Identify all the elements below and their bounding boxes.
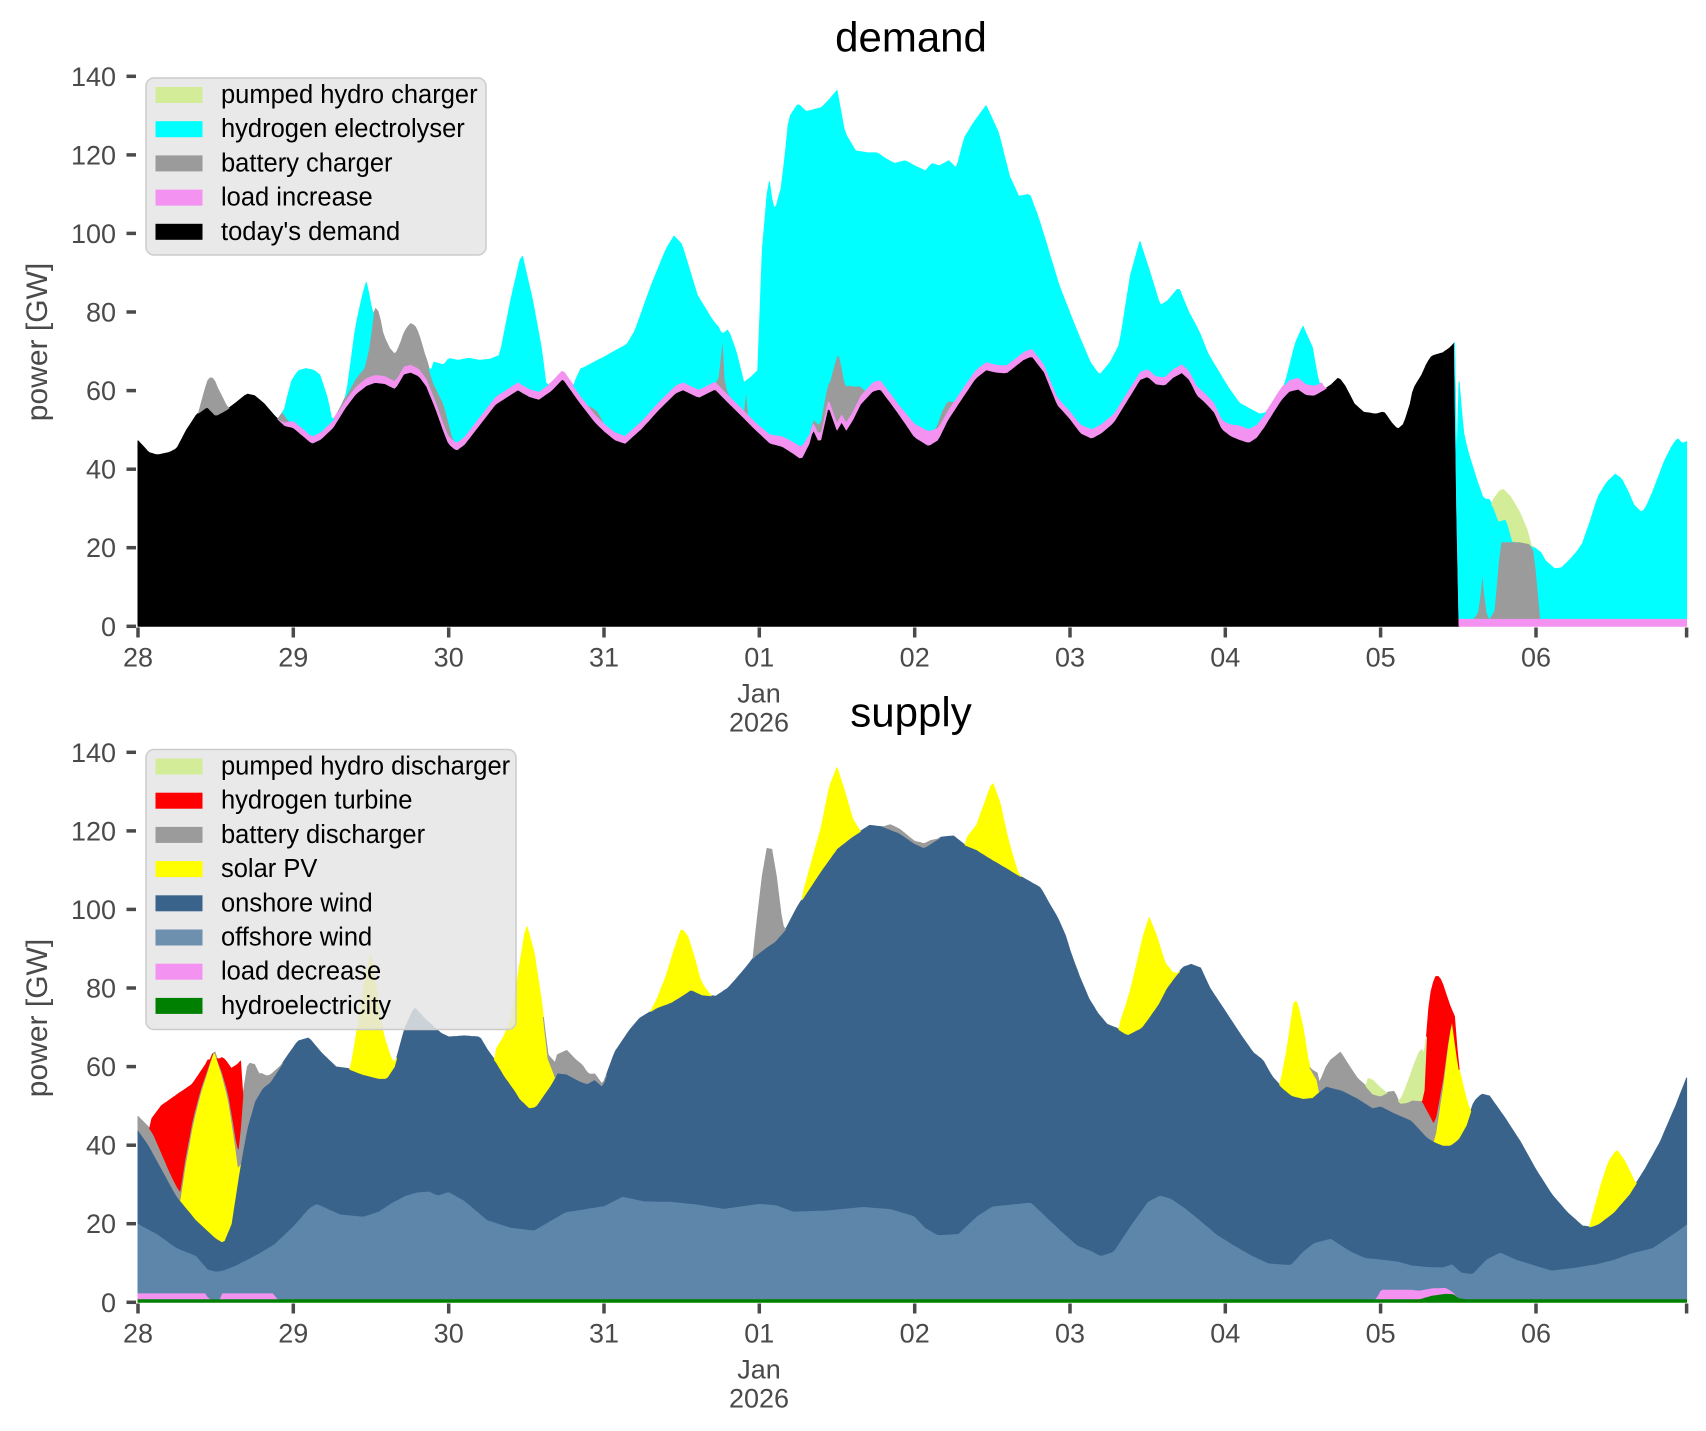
svg-text:05: 05 bbox=[1366, 1319, 1396, 1349]
svg-text:hydrogen electrolyser: hydrogen electrolyser bbox=[221, 115, 465, 143]
svg-text:140: 140 bbox=[71, 62, 116, 92]
svg-text:20: 20 bbox=[86, 1209, 116, 1239]
svg-text:hydrogen turbine: hydrogen turbine bbox=[221, 787, 412, 815]
svg-text:2026: 2026 bbox=[729, 1384, 789, 1414]
svg-text:06: 06 bbox=[1521, 1319, 1551, 1349]
svg-text:pumped hydro discharger: pumped hydro discharger bbox=[221, 753, 511, 781]
svg-text:offshore wind: offshore wind bbox=[221, 924, 372, 952]
svg-text:Jan: Jan bbox=[737, 1355, 781, 1385]
svg-text:Jan: Jan bbox=[737, 679, 781, 709]
svg-text:140: 140 bbox=[71, 738, 116, 768]
svg-text:load decrease: load decrease bbox=[221, 958, 381, 986]
svg-text:80: 80 bbox=[86, 298, 116, 328]
svg-text:01: 01 bbox=[744, 1319, 774, 1349]
svg-text:80: 80 bbox=[86, 974, 116, 1004]
svg-text:60: 60 bbox=[86, 376, 116, 406]
svg-text:28: 28 bbox=[123, 643, 153, 673]
svg-text:29: 29 bbox=[278, 643, 308, 673]
svg-text:2026: 2026 bbox=[729, 708, 789, 738]
svg-text:120: 120 bbox=[71, 816, 116, 846]
svg-text:02: 02 bbox=[900, 643, 930, 673]
svg-text:30: 30 bbox=[434, 1319, 464, 1349]
svg-text:60: 60 bbox=[86, 1052, 116, 1082]
svg-text:29: 29 bbox=[278, 1319, 308, 1349]
svg-text:40: 40 bbox=[86, 1131, 116, 1161]
svg-text:onshore wind: onshore wind bbox=[221, 889, 373, 917]
svg-text:28: 28 bbox=[123, 1319, 153, 1349]
svg-text:0: 0 bbox=[101, 1288, 116, 1318]
svg-text:supply: supply bbox=[850, 689, 971, 736]
svg-text:today's demand: today's demand bbox=[221, 218, 400, 246]
svg-text:hydroelectricity: hydroelectricity bbox=[221, 992, 391, 1020]
svg-text:120: 120 bbox=[71, 140, 116, 170]
svg-text:40: 40 bbox=[86, 455, 116, 485]
svg-text:03: 03 bbox=[1055, 643, 1085, 673]
svg-text:03: 03 bbox=[1055, 1319, 1085, 1349]
svg-text:06: 06 bbox=[1521, 643, 1551, 673]
svg-text:04: 04 bbox=[1210, 643, 1240, 673]
svg-text:01: 01 bbox=[744, 643, 774, 673]
svg-text:demand: demand bbox=[835, 14, 987, 61]
svg-text:100: 100 bbox=[71, 895, 116, 925]
svg-text:battery charger: battery charger bbox=[221, 149, 393, 177]
svg-text:load increase: load increase bbox=[221, 184, 373, 212]
svg-text:05: 05 bbox=[1366, 643, 1396, 673]
svg-text:pumped hydro charger: pumped hydro charger bbox=[221, 81, 478, 109]
svg-text:31: 31 bbox=[589, 643, 619, 673]
svg-text:battery discharger: battery discharger bbox=[221, 821, 426, 849]
svg-text:power [GW]: power [GW] bbox=[21, 939, 54, 1097]
svg-text:04: 04 bbox=[1210, 1319, 1240, 1349]
svg-text:31: 31 bbox=[589, 1319, 619, 1349]
svg-text:solar PV: solar PV bbox=[221, 855, 317, 883]
svg-text:02: 02 bbox=[900, 1319, 930, 1349]
svg-text:power [GW]: power [GW] bbox=[21, 263, 54, 421]
svg-text:0: 0 bbox=[101, 612, 116, 642]
svg-text:30: 30 bbox=[434, 643, 464, 673]
svg-text:20: 20 bbox=[86, 533, 116, 563]
svg-text:100: 100 bbox=[71, 219, 116, 249]
